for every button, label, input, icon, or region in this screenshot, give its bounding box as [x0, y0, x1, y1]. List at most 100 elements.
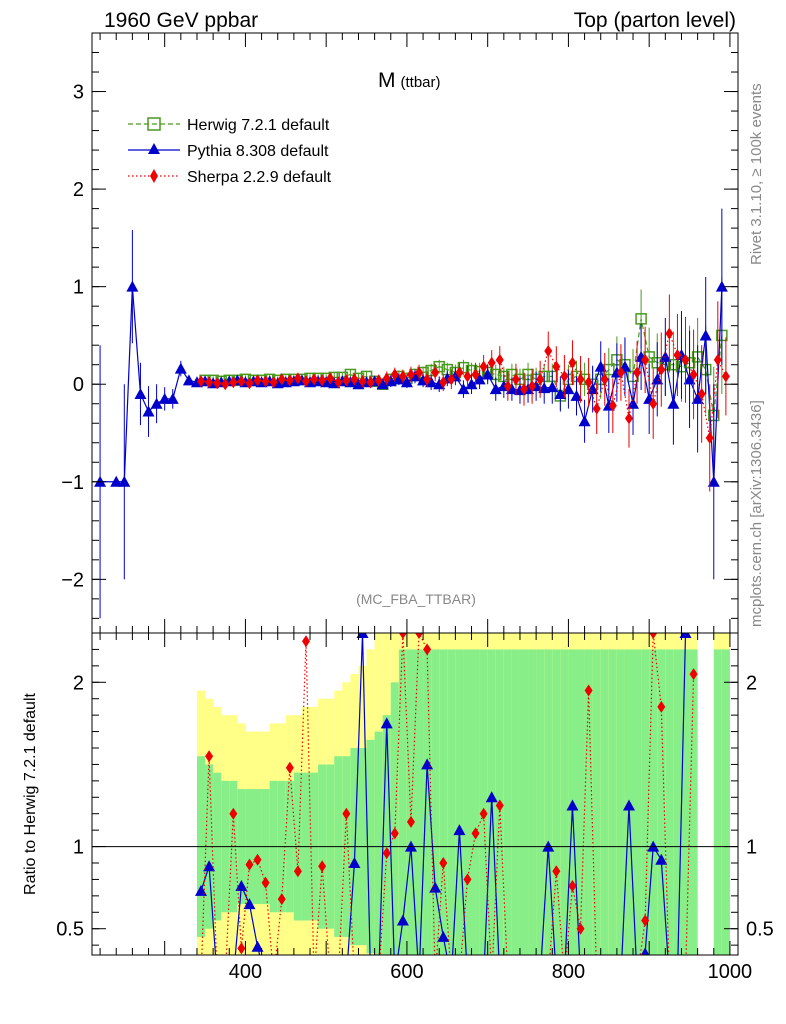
data-point-pythia: [126, 280, 139, 292]
data-point-sherpa: [681, 353, 690, 366]
data-point-sherpa: [245, 377, 254, 390]
ratio-point-sherpa: [359, 972, 367, 984]
data-point-sherpa: [657, 363, 666, 376]
data-point-sherpa: [237, 375, 246, 388]
legend-marker-sherpa: [150, 169, 158, 183]
uncertainty-band-green: [649, 649, 658, 955]
ratio-point-sherpa: [253, 853, 262, 866]
ratio-point-sherpa: [682, 972, 690, 984]
series-sherpa: [197, 294, 730, 492]
data-point-pythia: [691, 392, 704, 404]
data-point-sherpa: [293, 372, 302, 385]
data-point-pythia: [505, 383, 518, 395]
ratio-point-pythia: [251, 940, 264, 952]
ratio-ytick-label: 1: [73, 837, 84, 859]
uncertainty-band-green: [511, 649, 520, 955]
xtick-label: 800: [552, 961, 585, 983]
ratio-point-sherpa: [536, 972, 544, 984]
ratio-point-sherpa: [270, 972, 278, 984]
uncertainty-band-green: [641, 649, 650, 955]
ratio-point-sherpa: [649, 633, 658, 639]
ratio-point-pythia: [429, 881, 442, 893]
data-point-sherpa: [334, 376, 343, 389]
data-point-pythia: [110, 475, 123, 487]
ratio-point-pythia: [380, 717, 393, 729]
ratio-point-pythia: [671, 972, 683, 983]
data-point-sherpa: [600, 373, 609, 386]
data-point-pythia: [667, 397, 680, 409]
ratio-point-sherpa: [213, 972, 221, 984]
data-point-sherpa: [398, 370, 407, 383]
data-point-sherpa: [374, 374, 383, 387]
data-point-sherpa: [261, 375, 270, 388]
main-ytick-label: 3: [73, 82, 84, 104]
data-point-sherpa: [253, 374, 262, 387]
legend: Herwig 7.2.1 default Pythia 8.308 defaul…: [128, 117, 332, 186]
uncertainty-band-green: [665, 649, 674, 955]
ratio-point-sherpa: [382, 847, 391, 860]
legend-label-sherpa: Sherpa 2.2.9 default: [187, 169, 332, 186]
legend-entry-pythia: Pythia 8.308 default: [128, 143, 329, 160]
ratio-point-pythia: [203, 860, 216, 872]
main-ytick-label: 2: [73, 179, 84, 201]
ratio-point-pythia: [396, 914, 409, 926]
series-line-herwig: [205, 318, 723, 416]
ratio-point-sherpa: [375, 972, 383, 984]
header-right: Top (parton level): [574, 9, 736, 32]
uncertainty-band-green: [536, 649, 545, 955]
data-point-pythia: [659, 350, 672, 362]
data-point-pythia: [174, 362, 187, 374]
data-point-pythia: [554, 387, 567, 399]
ratio-point-pythia: [308, 972, 320, 983]
data-point-sherpa: [221, 378, 230, 391]
ratio-point-pythia: [373, 972, 385, 983]
ratio-point-sherpa: [495, 799, 504, 812]
ratio-point-sherpa: [625, 972, 633, 984]
plot-title-sub: (ttbar): [401, 74, 441, 91]
data-point-sherpa: [358, 375, 367, 388]
ratio-point-pythia: [284, 972, 296, 983]
ratio-point-pythia: [292, 972, 304, 983]
xtick-label: 1000: [708, 961, 753, 983]
uncertainty-band-green: [398, 649, 407, 955]
uncertainty-band-green: [600, 649, 609, 955]
ratio-point-sherpa: [342, 807, 351, 820]
data-point-herwig: [433, 360, 445, 373]
ratio-point-pythia: [494, 972, 506, 983]
ratio-point-sherpa: [261, 876, 270, 889]
data-point-sherpa: [705, 431, 714, 444]
data-point-pythia: [562, 383, 575, 395]
ratio-point-sherpa: [463, 873, 472, 886]
data-point-pythia: [142, 405, 155, 417]
data-point-sherpa: [269, 376, 278, 389]
data-point-pythia: [651, 373, 664, 385]
ratio-point-sherpa: [310, 972, 318, 984]
ratio-point-pythia: [599, 972, 611, 983]
ratio-point-sherpa: [471, 827, 480, 840]
ratio-point-sherpa: [528, 972, 536, 984]
ratio-point-sherpa: [197, 972, 205, 984]
data-point-pythia: [715, 280, 728, 292]
data-point-pythia: [473, 373, 486, 385]
data-point-sherpa: [536, 373, 545, 386]
ratio-point-sherpa: [657, 700, 666, 713]
uncertainty-band-green: [713, 649, 722, 955]
ratio-point-sherpa: [552, 865, 561, 878]
ratio-point-sherpa: [609, 972, 617, 984]
data-point-sherpa: [229, 376, 238, 389]
xtick-label: 600: [390, 961, 423, 983]
plot-title-main: M: [378, 69, 396, 92]
ratio-point-pythia: [356, 633, 369, 638]
ratio-point-sherpa: [593, 972, 601, 984]
data-point-sherpa: [665, 327, 674, 340]
ratio-point-sherpa: [229, 807, 238, 820]
data-point-sherpa: [721, 370, 730, 383]
data-point-pythia: [150, 397, 163, 409]
ratio-point-pythia: [631, 972, 643, 983]
data-point-pythia: [425, 376, 438, 388]
uncertainty-band-green: [439, 649, 448, 955]
ratio-point-sherpa: [205, 750, 214, 763]
uncertainty-band-green: [681, 649, 690, 955]
ratio-point-sherpa: [512, 972, 520, 984]
ratio-series-sherpa: [197, 633, 698, 984]
